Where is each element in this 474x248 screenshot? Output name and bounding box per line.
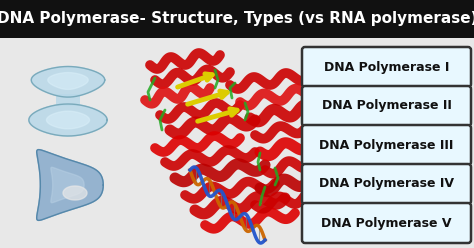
Bar [0, 0, 474, 38]
Text: DNA Polymerase IV: DNA Polymerase IV [319, 178, 454, 190]
Polygon shape [63, 186, 87, 200]
Polygon shape [31, 66, 105, 97]
Text: DNA Polymerase III: DNA Polymerase III [319, 138, 454, 152]
FancyBboxPatch shape [302, 86, 471, 126]
FancyBboxPatch shape [302, 203, 471, 243]
Bar [56, 94, 80, 106]
Bar [0, 38, 474, 248]
Polygon shape [48, 73, 88, 90]
Polygon shape [29, 104, 107, 136]
Polygon shape [51, 167, 84, 203]
Text: DNA Polymerase I: DNA Polymerase I [324, 61, 449, 73]
Polygon shape [36, 150, 103, 220]
FancyBboxPatch shape [302, 164, 471, 204]
Text: DNA Polymerase V: DNA Polymerase V [321, 217, 452, 229]
FancyBboxPatch shape [302, 47, 471, 87]
FancyBboxPatch shape [302, 125, 471, 165]
Polygon shape [46, 111, 90, 129]
Text: DNA Polymerase- Structure, Types (vs RNA polymerase): DNA Polymerase- Structure, Types (vs RNA… [0, 11, 474, 27]
Text: DNA Polymerase II: DNA Polymerase II [321, 99, 451, 113]
